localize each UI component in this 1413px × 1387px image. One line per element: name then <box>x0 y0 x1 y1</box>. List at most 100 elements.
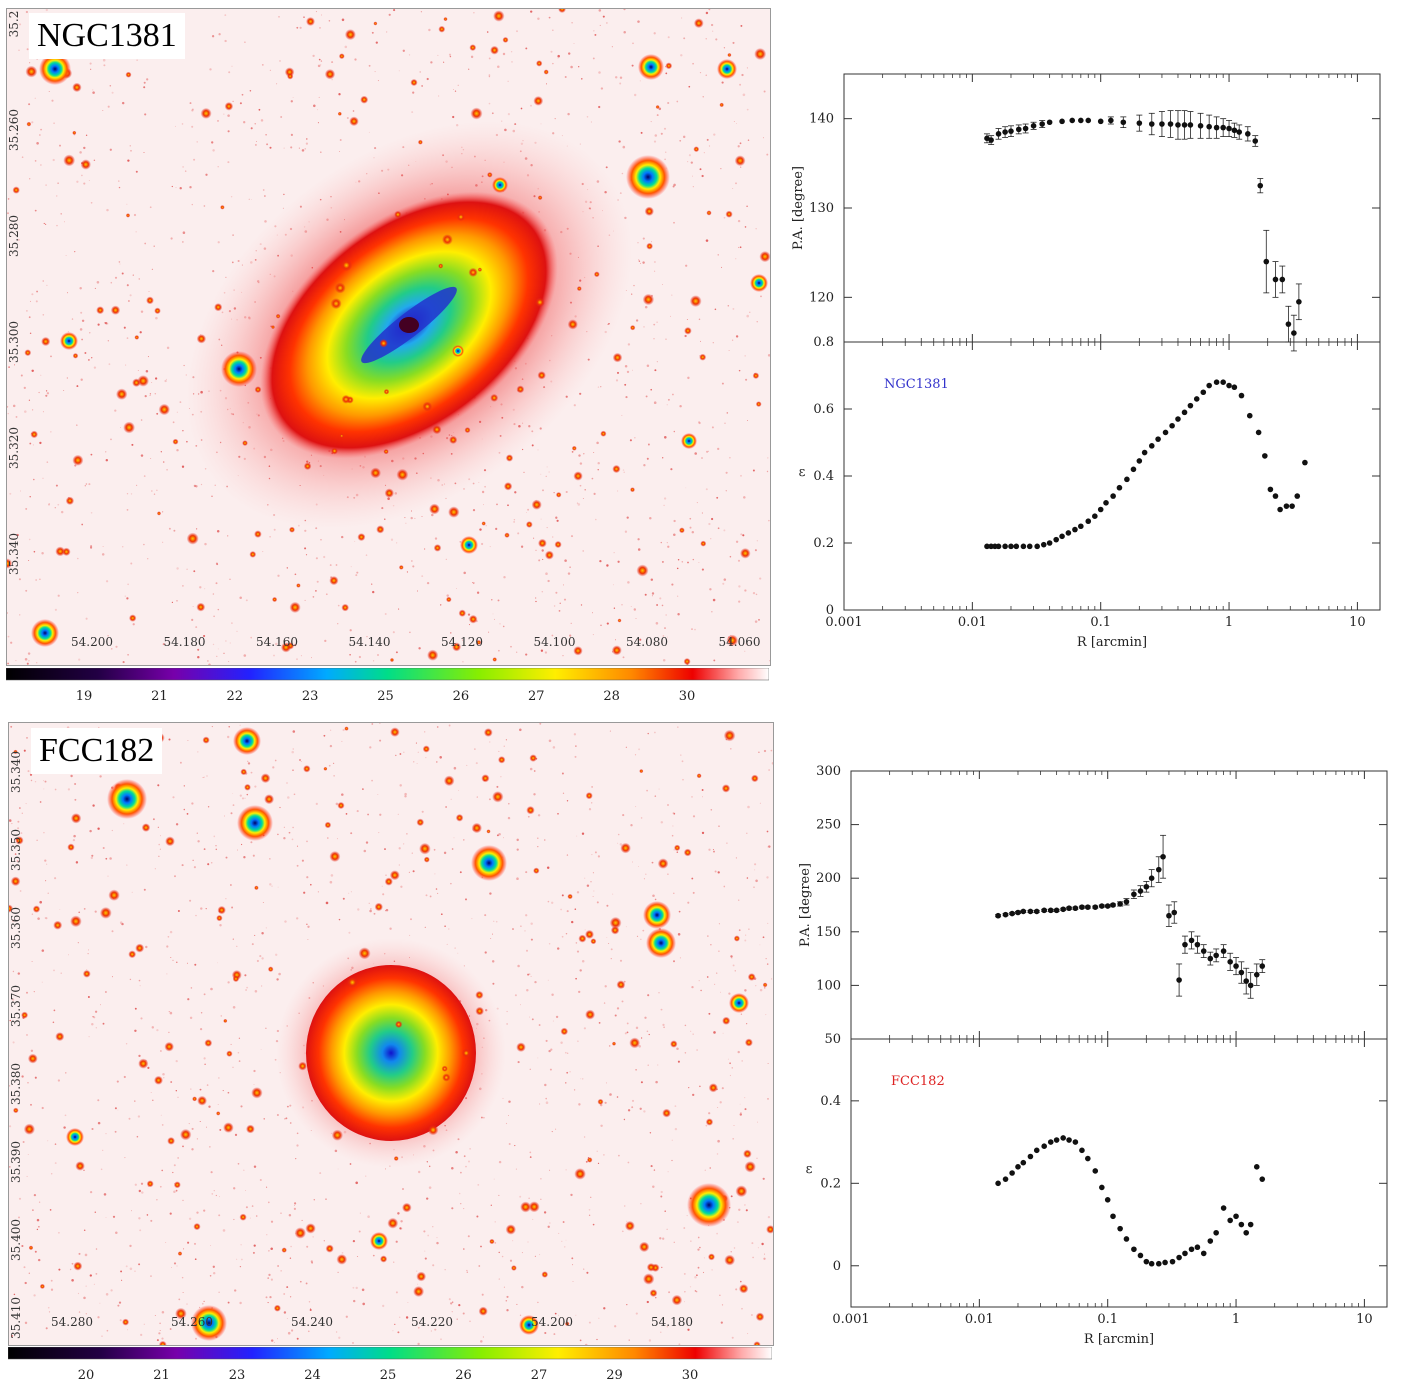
dec-tick-label: 35.280 <box>7 215 21 257</box>
field-star <box>214 303 223 312</box>
eps-point <box>1187 402 1194 409</box>
ngc1381-coords: 54.200 54.180 54.160 54.140 54.120 54.100 54.0… <box>7 11 761 649</box>
fcc182-image-svg <box>9 723 773 1345</box>
bright-star <box>31 619 59 647</box>
field-star <box>329 576 339 586</box>
eps-tick-label: 0.4 <box>813 469 834 484</box>
panel-title: NGC1381 <box>29 13 185 59</box>
field-star <box>616 980 626 990</box>
field-star <box>10 876 21 887</box>
field-star <box>281 1247 287 1253</box>
field-star <box>762 982 768 988</box>
field-star <box>240 768 247 776</box>
field-star <box>25 65 38 78</box>
pa-point <box>1136 120 1143 126</box>
pa-point <box>1200 948 1207 954</box>
field-star <box>649 1289 658 1297</box>
pa-point <box>1137 888 1144 894</box>
dec-tick-label: 35.380 <box>9 1063 23 1105</box>
field-star <box>735 1185 748 1198</box>
field-star <box>576 286 582 292</box>
field-star <box>340 259 353 272</box>
field-star <box>376 525 385 534</box>
colorbar-tick-label: 23 <box>302 689 319 704</box>
colorbar-tick-label: 20 <box>78 1368 95 1383</box>
field-star <box>72 454 84 466</box>
dec-tick-label: 35.350 <box>9 829 23 871</box>
bright-star <box>452 345 464 357</box>
field-star <box>646 242 653 250</box>
bright-star <box>492 177 508 193</box>
field-star <box>693 18 704 29</box>
dec-tick-label: 35.360 <box>9 907 23 949</box>
field-star <box>70 915 82 928</box>
x-tick-label: 0.001 <box>832 1312 869 1327</box>
field-star <box>644 206 654 216</box>
pa-axis-label: P.A. [degree] <box>791 166 806 250</box>
field-star <box>216 914 223 922</box>
field-star <box>264 794 275 805</box>
field-star <box>533 96 544 106</box>
eps-point <box>1124 476 1130 483</box>
eps-point <box>1302 459 1308 466</box>
field-star <box>679 527 685 534</box>
pa-tick-label: 140 <box>809 112 834 127</box>
bright-star <box>107 779 147 819</box>
eps-point <box>984 543 990 550</box>
field-star <box>242 440 248 446</box>
dec-tick-label: 35.390 <box>9 1141 23 1183</box>
field-star <box>597 1098 604 1105</box>
eps-point <box>988 543 994 550</box>
eps-point <box>1194 1244 1201 1251</box>
field-star <box>612 352 623 363</box>
pa-tick-label: 150 <box>816 925 841 940</box>
field-star <box>254 885 259 891</box>
eps-point <box>1136 458 1143 464</box>
field-star <box>422 401 433 412</box>
field-star <box>733 935 741 942</box>
field-star <box>154 307 161 315</box>
field-star <box>427 649 439 661</box>
field-star <box>755 1312 765 1322</box>
colorbar-tick-label: 24 <box>304 1368 321 1383</box>
field-star <box>671 1294 683 1306</box>
pa-point <box>1231 127 1238 134</box>
field-star <box>224 102 234 111</box>
eps-point <box>1110 1213 1116 1220</box>
field-star <box>766 1225 773 1234</box>
field-star <box>493 10 505 22</box>
colorbar-tick-label: 29 <box>606 1368 623 1383</box>
x-tick-label: 0.1 <box>1090 615 1111 630</box>
field-star <box>158 1340 167 1345</box>
eps-point <box>1117 1225 1123 1232</box>
field-star <box>516 385 525 394</box>
bright-star <box>221 351 257 387</box>
x-tick-label: 10 <box>1356 1312 1373 1327</box>
eps-point <box>1247 1221 1254 1228</box>
field-star <box>752 372 760 380</box>
field-star <box>70 813 82 824</box>
eps-point <box>1200 389 1207 396</box>
ra-tick-label: 54.280 <box>51 1315 93 1329</box>
field-star <box>520 1201 532 1213</box>
bright-star <box>717 59 737 79</box>
field-star <box>571 445 577 451</box>
pa-point <box>1197 123 1204 129</box>
field-star <box>254 386 262 393</box>
fcc182-profile-plot: 0.001 0.01 0.1 1 10 R [arcmin] 50 100 150 200 250 3… <box>798 764 1388 1347</box>
field-star <box>438 263 444 269</box>
pa-point <box>1108 117 1114 124</box>
field-star <box>487 172 493 178</box>
field-star <box>67 843 75 851</box>
field-star <box>441 1065 448 1072</box>
field-star <box>609 916 622 929</box>
eps-point <box>1099 1184 1105 1191</box>
field-star <box>192 1096 198 1102</box>
field-star <box>416 1271 427 1282</box>
x-axis-label: R [arcmin] <box>1077 635 1147 650</box>
colorbar-tick-label: 30 <box>682 1368 699 1383</box>
pa-point <box>1110 902 1116 908</box>
field-star <box>379 339 388 348</box>
field-star <box>338 53 345 60</box>
field-star <box>475 990 484 1000</box>
